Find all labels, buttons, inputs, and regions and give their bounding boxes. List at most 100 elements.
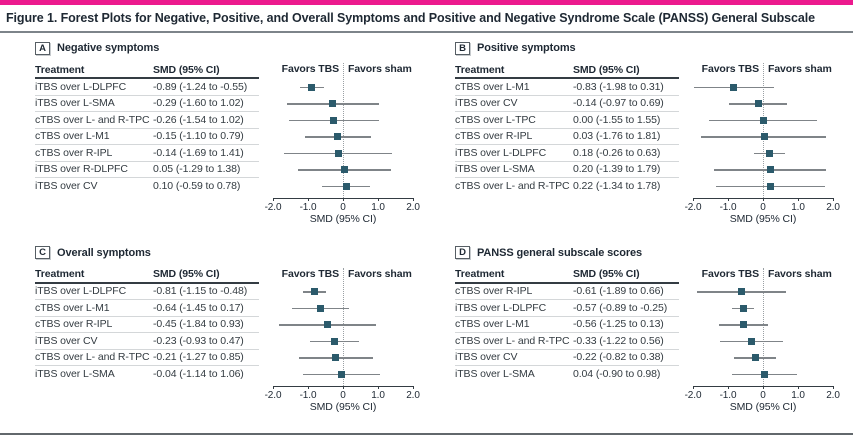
table-row: cTBS over L-M1 -0.56 (-1.25 to 0.13) xyxy=(455,317,679,333)
table-row: cTBS over L- and R-TPC 0.22 (-1.34 to 1.7… xyxy=(455,178,679,195)
smd-marker xyxy=(329,100,337,108)
axis-tick-label: 2.0 xyxy=(826,201,840,213)
axis-tick-label: -2.0 xyxy=(684,201,702,213)
treatment-cell: cTBS over R-IPL xyxy=(35,318,113,331)
smd-ci-cell: 0.05 (-1.29 to 1.38) xyxy=(153,163,241,176)
treatment-cell: iTBS over L-SMA xyxy=(455,163,535,176)
smd-marker xyxy=(754,100,762,108)
smd-marker xyxy=(332,354,340,362)
smd-marker xyxy=(338,370,346,378)
smd-ci-cell: -0.26 (-1.54 to 1.02) xyxy=(153,113,244,126)
panel-letter: C xyxy=(35,246,50,259)
favors-tbs-label: Favors TBS xyxy=(281,267,339,280)
favors-sham-label: Favors sham xyxy=(768,63,832,75)
smd-ci-cell: 0.00 (-1.55 to 1.55) xyxy=(573,113,661,126)
table-row: iTBS over L-DLPFC -0.89 (-1.24 to -0.55) xyxy=(35,79,259,96)
smd-ci-cell: -0.83 (-1.98 to 0.31) xyxy=(573,80,664,93)
treatment-table: Treatment SMD (95% CI) cTBS over R-IPL -0.6… xyxy=(455,267,679,383)
table-row: iTBS over CV 0.10 (-0.59 to 0.78) xyxy=(35,178,259,195)
smd-marker xyxy=(334,133,342,141)
table-header-row: Treatment SMD (95% CI) xyxy=(35,62,259,79)
treatment-cell: cTBS over R-IPL xyxy=(455,130,533,143)
treatment-cell: iTBS over L-DLPFC xyxy=(455,301,547,314)
zero-reference-line xyxy=(342,267,344,386)
accent-bar xyxy=(0,0,853,5)
favors-tbs-label: Favors TBS xyxy=(701,63,759,75)
treatment-cell: iTBS over L-SMA xyxy=(35,368,115,381)
favors-sham-label: Favors sham xyxy=(348,267,412,280)
table-row: iTBS over L-SMA -0.29 (-1.60 to 1.02) xyxy=(35,96,259,112)
treatment-cell: cTBS over L- and R-TPC xyxy=(455,180,570,193)
axis-tick xyxy=(762,385,764,389)
axis-tick xyxy=(412,385,414,389)
axis-tick xyxy=(412,197,414,201)
column-header-smd: SMD (95% CI) xyxy=(153,268,220,280)
axis-tick-label: 2.0 xyxy=(406,389,420,401)
treatment-cell: iTBS over R-DLPFC xyxy=(35,163,128,176)
treatment-cell: iTBS over L-SMA xyxy=(455,368,535,381)
figure-title: Figure 1. Forest Plots for Negative, Pos… xyxy=(6,11,815,25)
forest-plot: Favors TBS Favors sham -2.0 -1.0 0 1.0 2.0 SMD … xyxy=(265,267,420,414)
axis-tick xyxy=(727,197,729,201)
treatment-table: Treatment SMD (95% CI) iTBS over L-DLPFC -0… xyxy=(35,267,259,383)
zero-reference-line xyxy=(762,267,764,386)
smd-ci-cell: -0.29 (-1.60 to 1.02) xyxy=(153,97,244,110)
axis-tick-label: 0 xyxy=(340,201,346,213)
smd-ci-cell: -0.81 (-1.15 to -0.48) xyxy=(153,285,248,298)
treatment-cell: cTBS over L- and R-TPC xyxy=(455,334,570,347)
axis-tick-label: 0 xyxy=(340,389,346,401)
table-row: iTBS over CV -0.14 (-0.97 to 0.69) xyxy=(455,96,679,112)
axis-tick xyxy=(727,385,729,389)
panel-title: PANSS general subscale scores xyxy=(477,246,643,259)
column-header-smd: SMD (95% CI) xyxy=(153,63,220,76)
smd-marker xyxy=(759,116,767,124)
smd-marker xyxy=(323,321,331,329)
axis-tick xyxy=(307,385,309,389)
table-row: iTBS over CV -0.22 (-0.82 to 0.38) xyxy=(455,350,679,366)
table-row: cTBS over L-TPC 0.00 (-1.55 to 1.55) xyxy=(455,112,679,129)
x-axis-label: SMD (95% CI) xyxy=(309,212,377,225)
panel-header: C Overall symptoms xyxy=(35,246,420,260)
smd-marker xyxy=(767,182,775,190)
smd-marker xyxy=(739,321,747,329)
panel-body: Treatment SMD (95% CI) iTBS over L-DLPFC -0… xyxy=(35,267,420,414)
smd-ci-cell: -0.14 (-0.97 to 0.69) xyxy=(573,97,664,110)
smd-marker xyxy=(330,116,338,124)
table-row: iTBS over L-DLPFC 0.18 (-0.26 to 0.63) xyxy=(455,145,679,162)
treatment-cell: cTBS over L-M1 xyxy=(35,301,110,314)
smd-ci-cell: -0.15 (-1.10 to 0.79) xyxy=(153,130,244,143)
table-row: iTBS over L-DLPFC -0.57 (-0.89 to -0.25) xyxy=(455,300,679,317)
treatment-cell: iTBS over L-DLPFC xyxy=(35,80,127,93)
smd-marker xyxy=(308,83,316,91)
smd-ci-cell: -0.22 (-0.82 to 0.38) xyxy=(573,351,664,364)
smd-marker xyxy=(311,288,319,296)
axis-tick-label: 1.0 xyxy=(791,389,805,401)
smd-ci-cell: -0.45 (-1.84 to 0.93) xyxy=(153,318,244,331)
table-row: iTBS over L-SMA 0.20 (-1.39 to 1.79) xyxy=(455,162,679,178)
panel-body: Treatment SMD (95% CI) cTBS over L-M1 -0.83… xyxy=(455,62,840,226)
axis-tick-label: 2.0 xyxy=(826,389,840,401)
axis-tick-label: 1.0 xyxy=(371,389,385,401)
panel-title: Negative symptoms xyxy=(57,42,160,54)
smd-marker xyxy=(334,149,342,157)
treatment-cell: cTBS over R-IPL xyxy=(35,146,113,159)
axis-tick xyxy=(797,385,799,389)
smd-marker xyxy=(765,149,773,157)
table-row: cTBS over R-IPL -0.14 (-1.69 to 1.41) xyxy=(35,145,259,162)
axis-tick-label: 1.0 xyxy=(791,201,805,213)
axis-tick xyxy=(832,385,834,389)
zero-reference-line xyxy=(762,63,764,198)
panel-a: A Negative symptoms Treatment SMD (95% CI) i… xyxy=(35,41,420,226)
axis-tick xyxy=(342,385,344,389)
smd-ci-cell: -0.61 (-1.89 to 0.66) xyxy=(573,285,664,298)
axis-tick xyxy=(377,385,379,389)
smd-marker xyxy=(730,83,738,91)
x-axis-label: SMD (95% CI) xyxy=(309,400,377,413)
smd-ci-cell: 0.22 (-1.34 to 1.78) xyxy=(573,180,661,193)
axis-tick-label: 2.0 xyxy=(406,201,420,213)
treatment-cell: cTBS over L-M1 xyxy=(455,80,530,93)
axis-tick xyxy=(272,385,274,389)
panel-d: D PANSS general subscale scores Treatment S… xyxy=(455,246,840,414)
axis-tick-label: 1.0 xyxy=(371,201,385,213)
smd-ci-cell: 0.04 (-0.90 to 0.98) xyxy=(573,368,661,381)
